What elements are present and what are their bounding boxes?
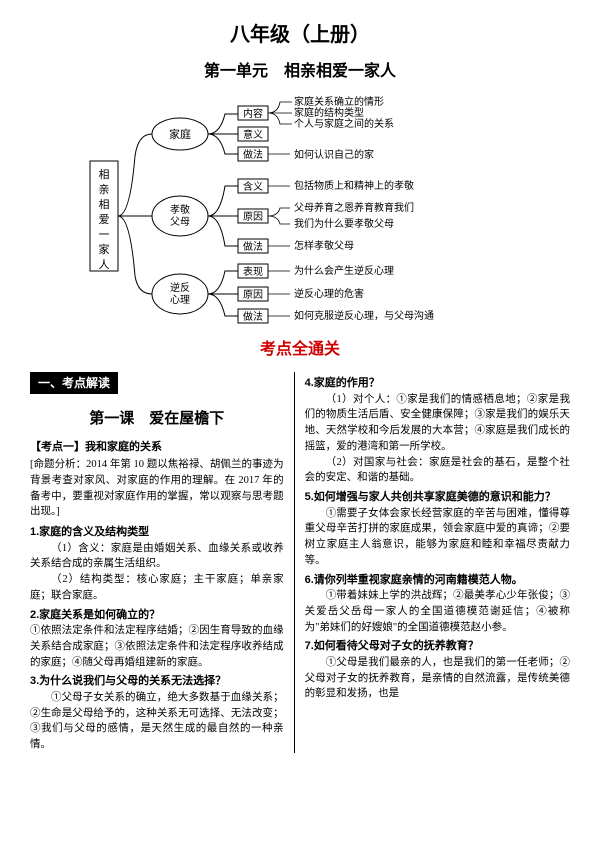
svg-text:家: 家 [99, 242, 110, 256]
point-2: 2.家庭关系是如何确立的？ [30, 607, 284, 624]
column-left: 一、考点解读 第一课 爱在屋檐下 【考点一】我和家庭的关系 [命题分析：2014… [30, 372, 295, 753]
body-text: ①父母是我们最亲的人，也是我们的第一任老师；②父母对子女的抚养教育，是亲情的自然… [305, 655, 570, 702]
body-text: ①需要子女体会家长经营家庭的辛苦与困难，懂得尊重父母辛苦打拼的家庭成果，领会家庭… [305, 506, 570, 569]
svg-text:逆反: 逆反 [170, 281, 190, 294]
svg-text:如何认识自己的家: 如何认识自己的家 [294, 148, 374, 161]
kaodian-1: 【考点一】我和家庭的关系 [30, 439, 284, 456]
body-text: ①带着妹妹上学的洪战辉；②最美孝心少年张俊；③关爱岳父岳母一家人的全国道德模范谢… [305, 588, 570, 635]
diagram-node-1: 家庭 [169, 127, 191, 141]
body-text: （2）对国家与社会：家庭是社会的基石，是整个社会的安定、和谐的基础。 [305, 455, 570, 487]
body-text: （1）含义：家庭是由婚姻关系、血缘关系或收养关系结合成的亲属生活组织。 [30, 541, 284, 573]
title-sub: 第一单元 相亲相爱一家人 [30, 60, 570, 84]
svg-text:为什么会产生逆反心理: 为什么会产生逆反心理 [294, 264, 394, 277]
svg-text:如何克服逆反心理，与父母沟通: 如何克服逆反心理，与父母沟通 [294, 309, 434, 322]
svg-text:父母养育之恩养育教育我们: 父母养育之恩养育教育我们 [294, 201, 414, 214]
two-column-layout: 一、考点解读 第一课 爱在屋檐下 【考点一】我和家庭的关系 [命题分析：2014… [30, 372, 570, 753]
svg-text:人: 人 [99, 258, 110, 271]
title-main: 八年级（上册） [30, 20, 570, 50]
svg-text:意义: 意义 [243, 128, 263, 141]
svg-text:包括物质上和精神上的孝敬: 包括物质上和精神上的孝敬 [294, 179, 414, 192]
svg-text:原因: 原因 [243, 211, 263, 223]
analysis-text: [命题分析：2014 年第 10 题以焦裕禄、胡佩兰的事迹为背景考查对家风、对家… [30, 457, 284, 520]
body-text: （1）对个人：①家是我们的情感栖息地；②家是我们的物质生活后盾、安全健康保障；③… [305, 392, 570, 455]
point-1: 1.家庭的含义及结构类型 [30, 524, 284, 541]
svg-text:家庭的结构类型: 家庭的结构类型 [294, 106, 364, 119]
point-6: 6.请你列举重视家庭亲情的河南籍模范人物。 [305, 572, 570, 589]
point-4: 4.家庭的作用？ [305, 375, 570, 392]
point-7: 7.如何看待父母对子女的抚养教育？ [305, 638, 570, 655]
section-banner: 考点全通关 [30, 338, 570, 362]
svg-text:我们为什么要孝敬父母: 我们为什么要孝敬父母 [294, 217, 394, 230]
point-5: 5.如何增强与家人共创共享家庭美德的意识和能力？ [305, 489, 570, 506]
svg-text:怎样孝敬父母: 怎样孝敬父母 [294, 239, 354, 252]
svg-text:做法: 做法 [243, 310, 263, 323]
section-tab: 一、考点解读 [30, 372, 118, 394]
svg-text:逆反心理的危害: 逆反心理的危害 [294, 287, 364, 300]
svg-text:含义: 含义 [243, 180, 263, 193]
svg-text:家庭关系确立的情形: 家庭关系确立的情形 [294, 96, 384, 108]
body-text: ①依照法定条件和法定程序结婚；②因生育导致的血缘关系结合成家庭；③依照法定条件和… [30, 623, 284, 670]
svg-text:原因: 原因 [243, 289, 263, 301]
diagram-root: 相 [99, 168, 110, 181]
body-text: ①父母子女关系的确立，绝大多数基于血缘关系；②生命是父母给予的，这种关系无可选择… [30, 690, 284, 753]
body-text: （2）结构类型：核心家庭；主干家庭；单亲家庭；联合家庭。 [30, 572, 284, 604]
point-3: 3.为什么说我们与父母的关系无法选择？ [30, 673, 284, 690]
concept-diagram: 相 亲 相 爱 一 家 人 家庭 内容 意义 做法 家庭关系确立的情形 家庭的结… [30, 96, 570, 326]
svg-text:个人与家庭之间的关系: 个人与家庭之间的关系 [294, 117, 394, 130]
svg-text:相: 相 [99, 198, 110, 211]
svg-text:做法: 做法 [243, 240, 263, 253]
svg-text:爱: 爱 [99, 213, 110, 226]
svg-text:做法: 做法 [243, 148, 263, 161]
lesson-title: 第一课 爱在屋檐下 [30, 408, 284, 431]
svg-text:内容: 内容 [243, 107, 263, 120]
svg-text:心理: 心理 [170, 294, 190, 306]
svg-text:表现: 表现 [243, 265, 263, 278]
svg-text:亲: 亲 [99, 182, 110, 196]
svg-text:孝敬: 孝敬 [170, 203, 190, 216]
svg-text:父母: 父母 [170, 216, 190, 228]
svg-text:一: 一 [99, 229, 110, 241]
column-right: 4.家庭的作用？ （1）对个人：①家是我们的情感栖息地；②家是我们的物质生活后盾… [295, 372, 570, 753]
